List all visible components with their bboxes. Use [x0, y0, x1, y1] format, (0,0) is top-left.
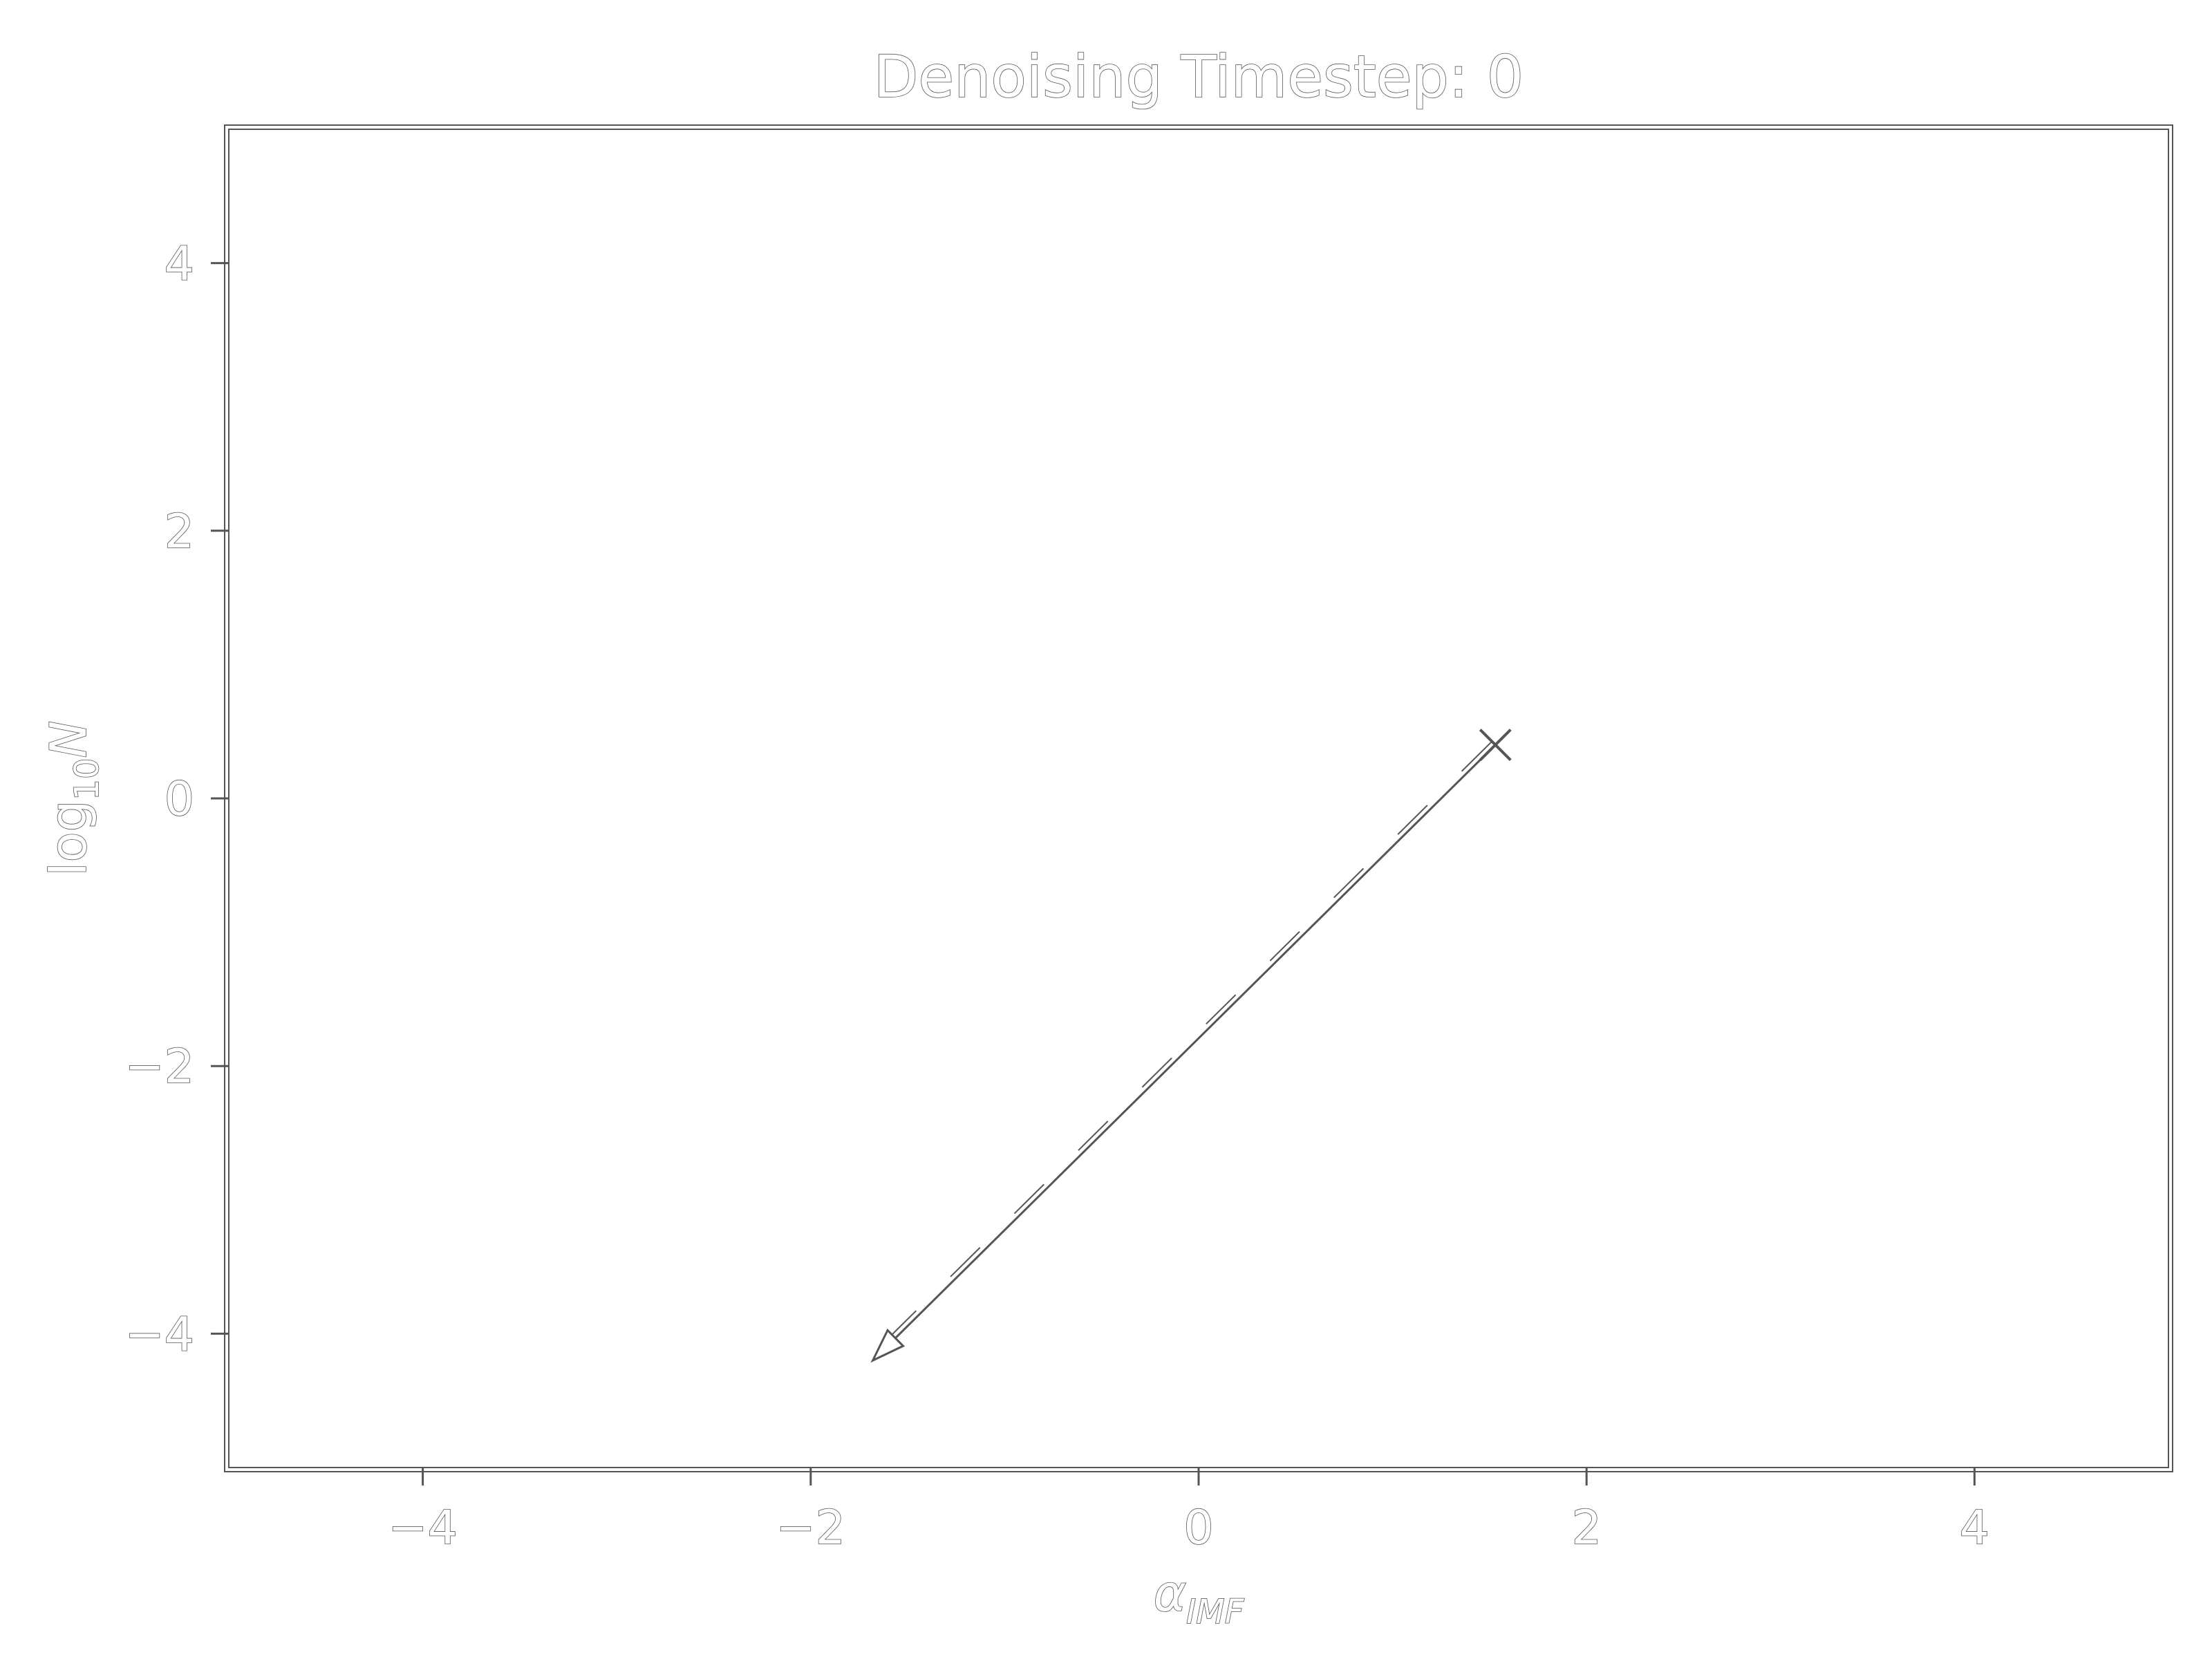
y-tick-label: 4	[165, 237, 194, 292]
arrow-head	[870, 1328, 906, 1363]
x-tick-label: 2	[1572, 1501, 1602, 1555]
y-axis-ticks: −4 −2 0 2 4	[124, 236, 229, 1362]
x-axis-label-main: α	[1154, 1564, 1186, 1622]
trajectory-line	[872, 744, 1497, 1362]
x-tick-label: 0	[1183, 1501, 1213, 1555]
series-layer	[868, 729, 1512, 1363]
y-axis-label-main: log	[39, 800, 97, 877]
y-axis-label: log10N	[39, 721, 106, 877]
chart-title: Denoising Timestep: 0	[874, 43, 1524, 111]
y-tick-label: 2	[165, 505, 194, 559]
trajectory-dash	[868, 741, 1492, 1358]
x-tick-label: −2	[776, 1501, 845, 1555]
start-marker-x	[1479, 729, 1512, 761]
x-axis-label-subscript: IMF	[1186, 1593, 1245, 1631]
x-tick-label: 4	[1960, 1501, 1989, 1555]
x-axis-label: αIMF	[1154, 1564, 1245, 1631]
y-tick-label: −2	[125, 1040, 194, 1094]
y-tick-label: 0	[165, 772, 194, 827]
x-axis-ticks: −4 −2 0 2 4	[388, 1468, 1990, 1556]
x-tick-label: −4	[388, 1501, 457, 1555]
y-axis-label-subscript: 10	[68, 758, 106, 800]
y-tick-label: −4	[125, 1307, 194, 1362]
y-axis-label-suffix: N	[39, 721, 97, 758]
